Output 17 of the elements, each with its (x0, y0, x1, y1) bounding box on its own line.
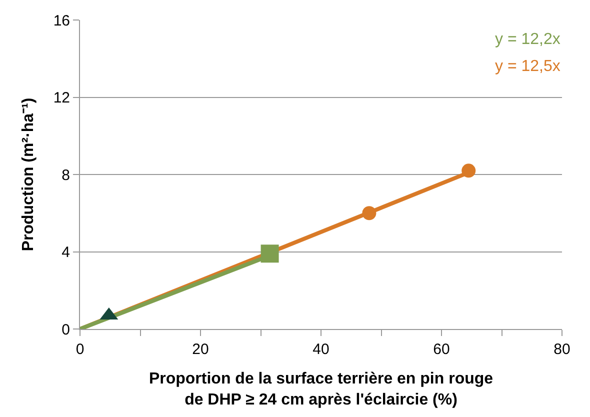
y-tick-label: 12 (53, 90, 70, 106)
y-tick-label: 8 (62, 166, 70, 184)
x-axis-title: Proportion de la surface terrière en pin rouge de DHP ≥ 24 cm après l'éclaircie (%) (148, 370, 494, 408)
x-tick-label: 20 (192, 341, 209, 358)
y-tick-label: 4 (62, 244, 70, 261)
point (362, 206, 376, 220)
y-tick-label: 16 (53, 12, 70, 30)
x-tick-label: 80 (554, 341, 570, 358)
y-tick-label: 0 (62, 321, 70, 338)
point (462, 164, 476, 178)
annotation: y = 12,5x (495, 58, 560, 75)
annotation: y = 12,2x (495, 31, 560, 48)
y-axis-title: Production (m²·ha⁻¹) (20, 98, 38, 252)
x-tick-label: 60 (433, 341, 450, 358)
point (260, 244, 279, 263)
x-tick-label: 40 (312, 341, 330, 358)
x-tick-label: 0 (76, 341, 84, 358)
